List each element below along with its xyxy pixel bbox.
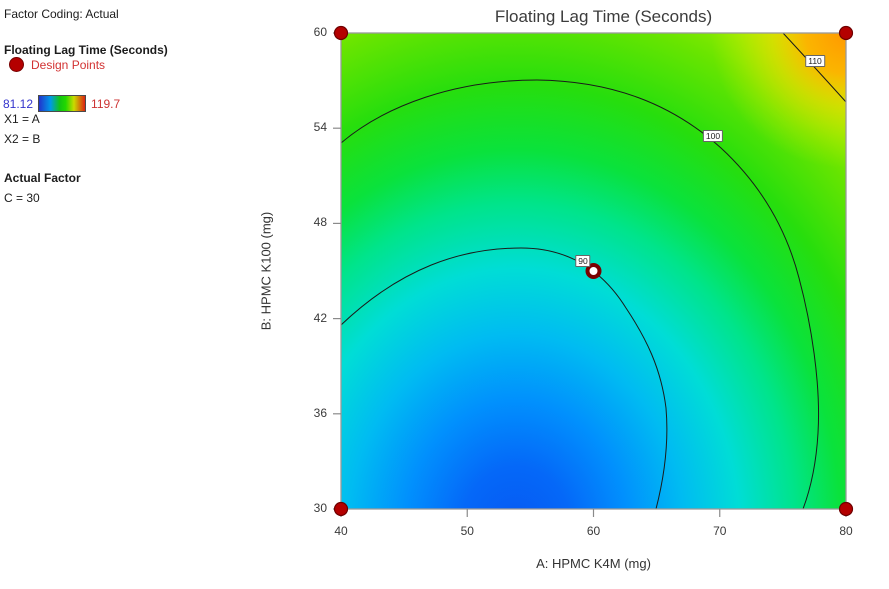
x-tick-label: 80	[839, 524, 853, 538]
x1-factor-label: X1 = A	[4, 112, 40, 126]
y-tick-label: 42	[313, 310, 327, 325]
scale-max-value: 119.7	[91, 96, 121, 111]
contour-line-90	[340, 247, 668, 510]
scale-min-value: 81.12	[3, 96, 34, 111]
contour-level-label: 100	[702, 130, 724, 142]
design-point-corner	[838, 25, 854, 41]
factor-coding-label: Factor Coding: Actual	[4, 7, 119, 21]
y-tick-label: 30	[313, 501, 327, 515]
actual-factor-heading: Actual Factor	[4, 171, 81, 185]
x-tick-label: 70	[713, 524, 727, 538]
design-points-legend: Design Points	[9, 57, 105, 72]
surface-max-corner-tint	[711, 33, 846, 173]
contour-line-100	[340, 79, 820, 510]
response-title: Floating Lag Time (Seconds)	[4, 43, 168, 57]
color-scale-bar	[38, 95, 87, 112]
legend-panel: Factor Coding: Actual Floating Lag Time …	[0, 0, 250, 589]
design-point-corner	[838, 501, 854, 517]
x-tick-label: 50	[460, 524, 474, 538]
x-tick-label: 40	[334, 524, 348, 538]
design-points-layer	[333, 25, 854, 517]
x-tick-label: 60	[586, 524, 601, 538]
design-point-center	[585, 263, 602, 279]
contour-plot	[333, 25, 854, 517]
y-tick-label: 36	[313, 405, 327, 420]
x2-factor-label: X2 = B	[4, 132, 41, 146]
contour-level-label: 90	[575, 255, 591, 267]
y-tick-label: 60	[313, 25, 327, 39]
y-tick-label: 48	[313, 215, 327, 230]
y-axis-title: B: HPMC K100 (mg)	[258, 211, 274, 331]
color-scale-legend: 81.12 119.7	[3, 95, 120, 112]
design-points-label: Design Points	[31, 57, 106, 72]
x-axis-title: A: HPMC K4M (mg)	[536, 556, 651, 571]
chart-title: Floating Lag Time (Seconds)	[494, 7, 713, 26]
actual-factor-value: C = 30	[4, 191, 40, 205]
design-point-corner	[333, 25, 349, 41]
design-point-corner	[333, 501, 349, 517]
design-point-icon	[9, 57, 24, 72]
contour-level-label: 110	[805, 55, 825, 67]
y-tick-label: 54	[313, 120, 327, 135]
